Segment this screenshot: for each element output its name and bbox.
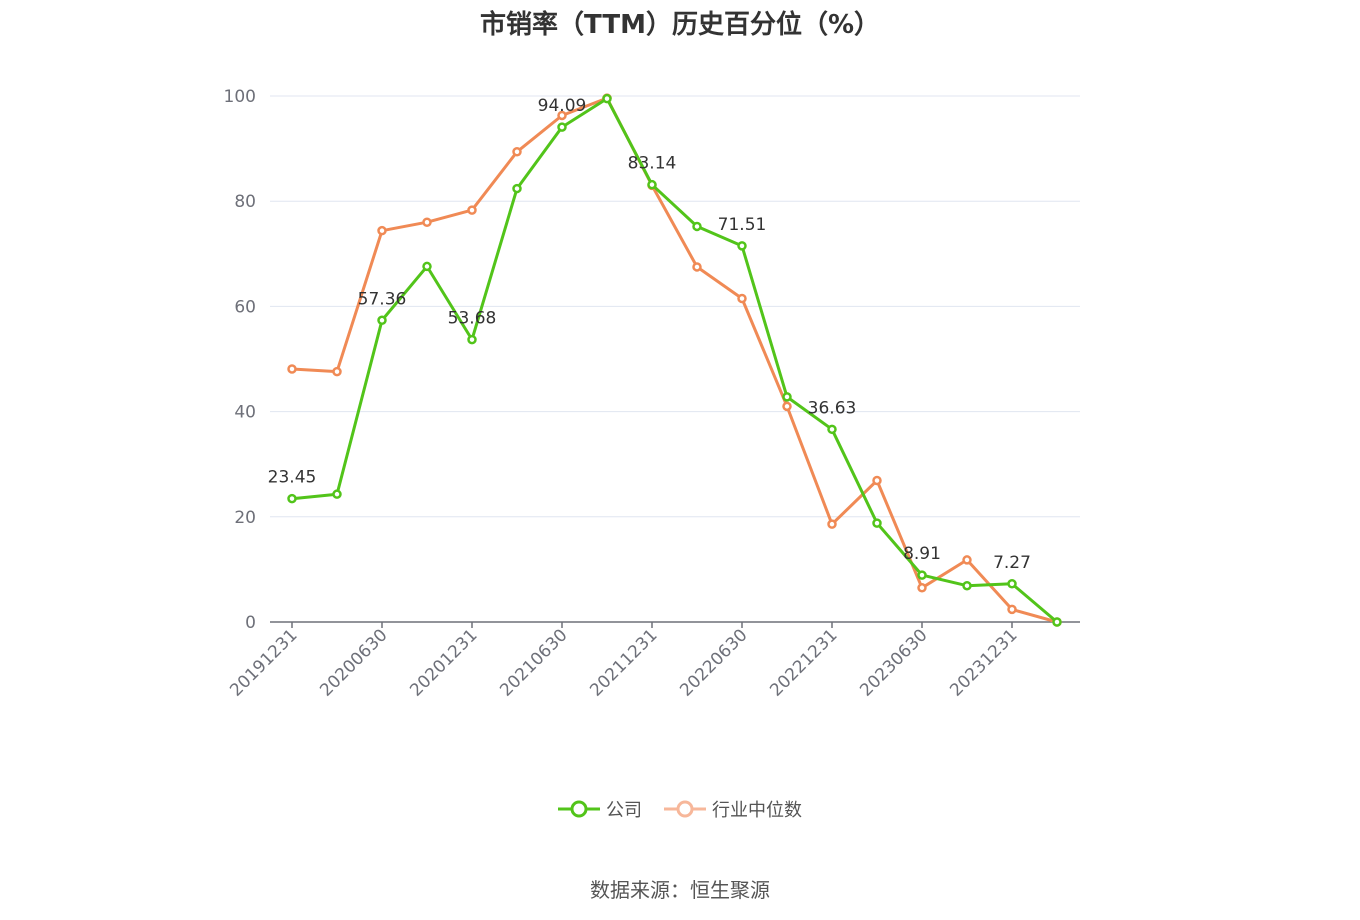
- series-line-company: [290, 97, 1059, 624]
- data-point-company-20210331: [512, 183, 522, 194]
- series-company: [287, 93, 1062, 627]
- data-point-company-20230930: [962, 580, 972, 591]
- data-point-industry-20220331: [692, 262, 702, 272]
- data-point-industry-20230331: [872, 475, 882, 486]
- data-point-industry-20230930: [962, 555, 972, 565]
- x-tick-label-20231231: 20231231: [946, 625, 1021, 700]
- y-tick-label-0: 0: [245, 613, 256, 633]
- x-tick-label-20201231: 20201231: [406, 625, 481, 700]
- data-label-20210630: 94.09: [538, 96, 587, 116]
- data-label-20200630: 57.36: [358, 289, 407, 309]
- data-label-20211231: 83.14: [628, 154, 677, 174]
- data-point-company-20230630: [917, 570, 927, 580]
- legend-item-industry-median[interactable]: 行业中位数: [664, 796, 802, 822]
- data-point-industry-20210331: [512, 147, 522, 157]
- data-point-industry-20201231: [467, 205, 477, 215]
- legend-company-label: 公司: [606, 800, 642, 821]
- legend-industry-marker: [664, 800, 706, 818]
- data-label-20230630: 8.91: [903, 544, 941, 564]
- data-source: 数据来源：恒生聚源: [590, 878, 770, 902]
- legend-industry-label: 行业中位数: [712, 800, 802, 821]
- data-point-company-20240331: [1052, 617, 1062, 627]
- series-industry-median: [287, 93, 1062, 627]
- data-point-company-20200630: [377, 315, 387, 326]
- y-tick-label-20: 20: [234, 508, 256, 528]
- data-point-company-20201231: [467, 334, 477, 345]
- data-label-20220630: 71.51: [718, 215, 767, 235]
- data-point-company-20220630: [737, 241, 747, 251]
- x-tick-label-20230630: 20230630: [856, 625, 931, 700]
- data-point-industry-20210630: [557, 110, 567, 121]
- x-tick-label-20221231: 20221231: [766, 625, 841, 700]
- data-point-company-20200331: [332, 489, 342, 499]
- legend-company-marker: [558, 800, 600, 818]
- x-tick-label-20191231: 20191231: [226, 625, 301, 700]
- data-point-company-20220930: [782, 392, 792, 402]
- data-point-company-20221231: [827, 424, 837, 435]
- data-labels: 23.45 57.36 53.68 94.09 83.14 71.51 36.63 8.91 7…: [268, 96, 1031, 573]
- data-point-industry-20220930: [782, 401, 792, 412]
- x-tick-label-20220630: 20220630: [676, 625, 751, 700]
- data-point-company-20191231: [287, 493, 297, 504]
- series-layer: [287, 93, 1062, 627]
- data-point-industry-20200331: [332, 366, 342, 377]
- data-point-company-20210930: [602, 93, 612, 104]
- x-tick-label-20211231: 20211231: [586, 625, 661, 700]
- legend: 公司 行业中位数: [0, 796, 1360, 822]
- y-tick-label-60: 60: [234, 297, 256, 317]
- data-label-20191231: 23.45: [268, 468, 317, 488]
- data-point-company-20220331: [692, 221, 702, 232]
- data-point-industry-20200930: [422, 217, 432, 227]
- data-point-company-20230331: [872, 518, 882, 528]
- legend-item-company[interactable]: 公司: [558, 796, 642, 822]
- data-point-company-20200930: [422, 261, 432, 272]
- data-point-industry-20191231: [287, 364, 297, 374]
- data-point-company-20210630: [557, 122, 567, 132]
- chart-title: 市销率（TTM）历史百分位（%）: [480, 10, 880, 40]
- y-tick-label-100: 100: [224, 87, 256, 107]
- data-label-20201231: 53.68: [448, 309, 497, 329]
- data-label-20221231: 36.63: [808, 398, 857, 418]
- data-label-20231231: 7.27: [993, 553, 1031, 573]
- data-point-industry-20230630: [917, 583, 927, 593]
- data-point-industry-20220630: [737, 293, 747, 304]
- data-point-industry-20221231: [827, 519, 837, 529]
- x-tick-label-20200630: 20200630: [316, 625, 391, 700]
- x-tick-label-20210630: 20210630: [496, 625, 571, 700]
- data-point-industry-20200630: [377, 225, 387, 236]
- y-tick-label-40: 40: [234, 403, 256, 423]
- data-point-company-20211231: [647, 179, 657, 190]
- grid-lines: [270, 95, 1080, 518]
- data-point-industry-20231231: [1007, 604, 1017, 615]
- series-line-industry-median: [290, 96, 1059, 624]
- data-point-company-20231231: [1007, 579, 1017, 589]
- y-tick-label-80: 80: [234, 192, 256, 212]
